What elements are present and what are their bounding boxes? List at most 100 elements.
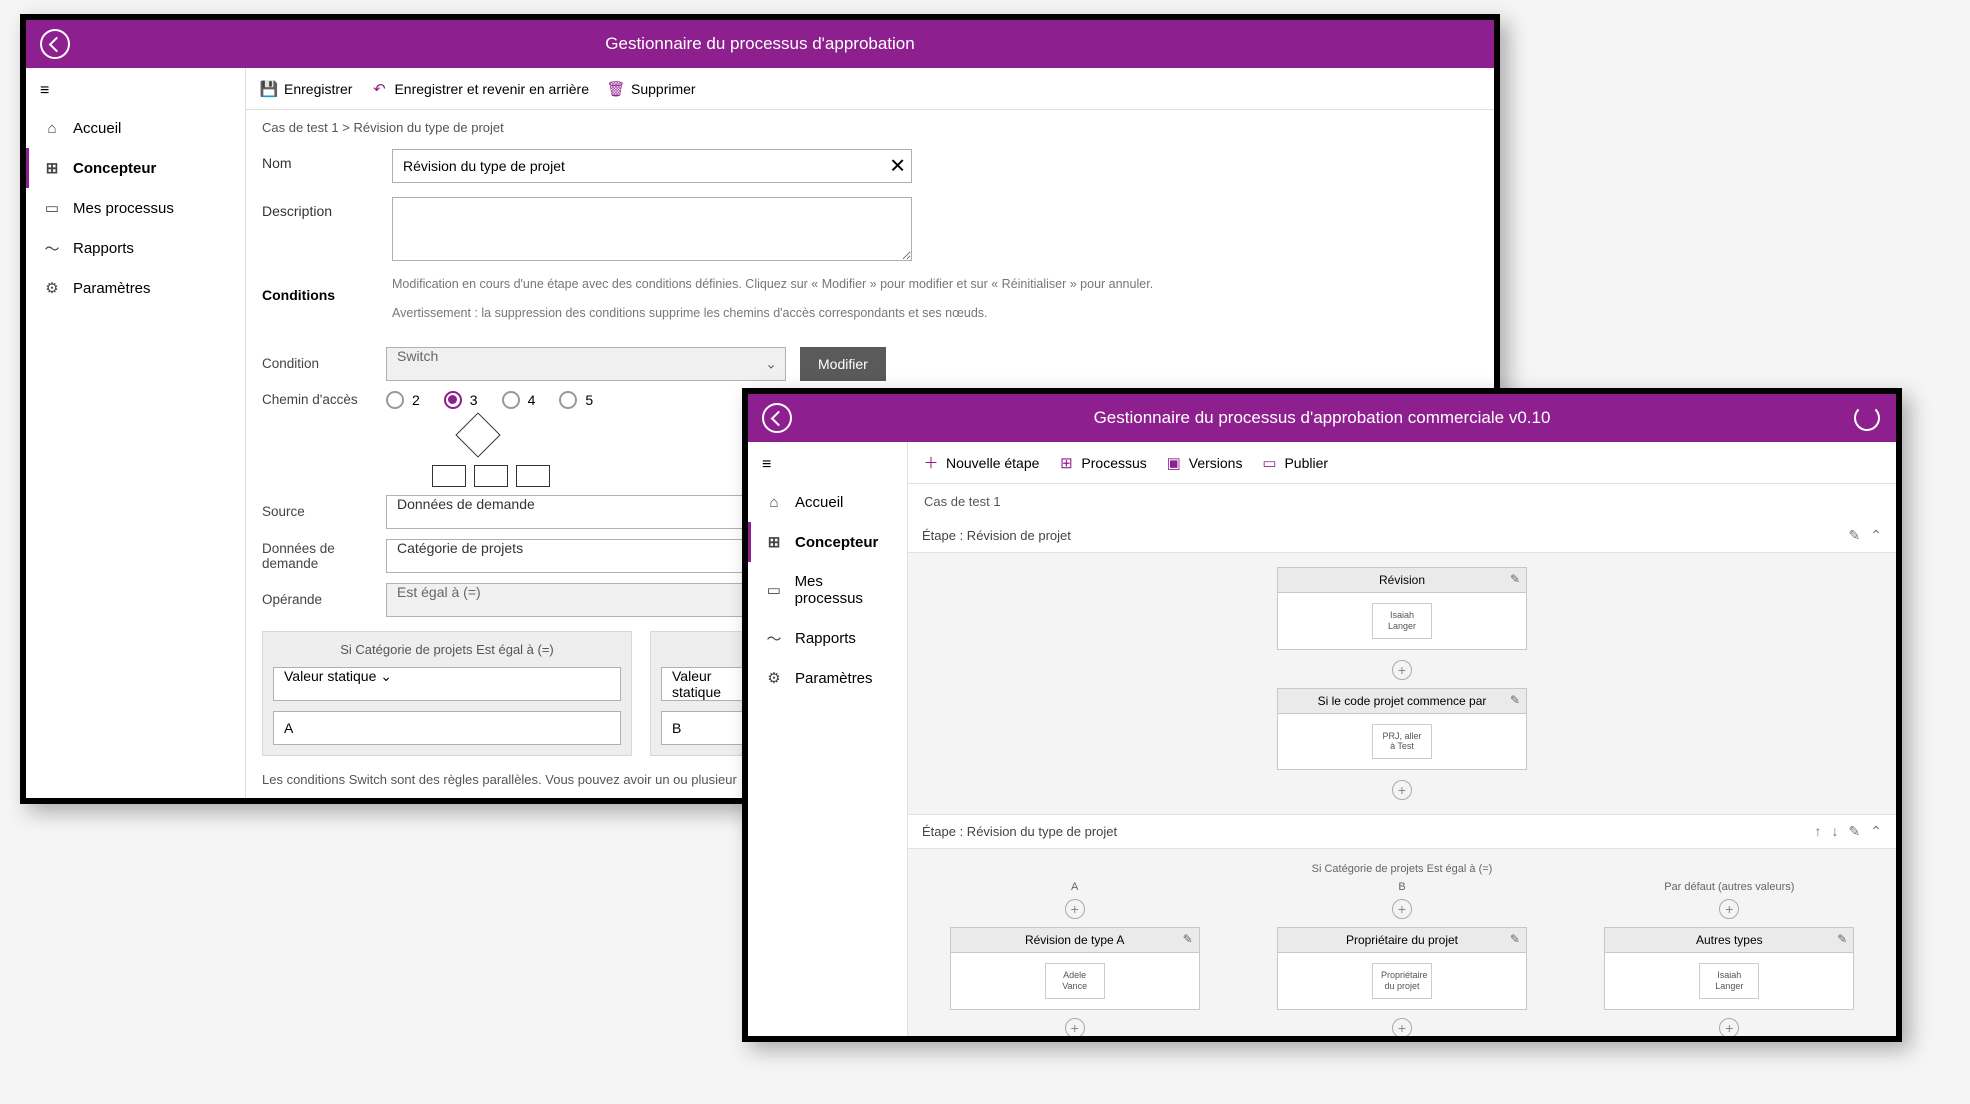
add-node-button[interactable]: + bbox=[1719, 1018, 1739, 1036]
save-icon: 💾 bbox=[260, 80, 278, 98]
modify-button[interactable]: Modifier bbox=[800, 347, 886, 381]
clear-icon[interactable]: ✕ bbox=[889, 154, 906, 179]
add-node-button[interactable]: + bbox=[1392, 1018, 1412, 1036]
move-up-icon[interactable] bbox=[1815, 823, 1822, 840]
sidebar-label: Concepteur bbox=[73, 160, 156, 177]
approval-node[interactable]: Propriétaire du projet Propriétaire du p… bbox=[1277, 927, 1527, 1010]
approver-chip: Adele Vance bbox=[1045, 963, 1105, 999]
chevron-down-icon: ⌄ bbox=[380, 668, 392, 684]
titlebar: Gestionnaire du processus d'approbation … bbox=[748, 394, 1896, 442]
gear-icon: ⚙ bbox=[43, 279, 61, 297]
desc-input[interactable] bbox=[392, 197, 912, 261]
process-button[interactable]: ⊞ Processus bbox=[1057, 454, 1146, 472]
reqdata-label: Données de demande bbox=[262, 541, 372, 571]
sidebar-item-home[interactable]: ⌂ Accueil bbox=[748, 482, 907, 522]
collapse-icon[interactable] bbox=[1870, 527, 1882, 544]
value-type-select[interactable]: Valeur statique ⌄ bbox=[273, 667, 621, 701]
value-input[interactable] bbox=[273, 711, 621, 745]
add-node-button[interactable]: + bbox=[1392, 899, 1412, 919]
sidebar-item-processes[interactable]: ▭ Mes processus bbox=[748, 562, 907, 618]
publish-button[interactable]: ▭ Publier bbox=[1260, 454, 1328, 472]
approval-node[interactable]: Autres types Isaiah Langer bbox=[1604, 927, 1854, 1010]
approval-node[interactable]: Révision de type A Adele Vance bbox=[950, 927, 1200, 1010]
sidebar-item-settings[interactable]: ⚙ Paramètres bbox=[748, 658, 907, 698]
back-button[interactable] bbox=[40, 29, 70, 59]
collapse-icon[interactable] bbox=[1870, 823, 1882, 840]
sidebar-label: Mes processus bbox=[73, 200, 174, 217]
add-node-button[interactable]: + bbox=[1392, 660, 1412, 680]
body: ≡ ⌂ Accueil ⊞ Concepteur ▭ Mes processus… bbox=[748, 442, 1896, 1036]
name-input[interactable] bbox=[392, 149, 912, 183]
sidebar-item-processes[interactable]: ▭ Mes processus bbox=[26, 188, 245, 228]
sidebar-item-designer[interactable]: ⊞ Concepteur bbox=[26, 148, 245, 188]
edit-icon[interactable] bbox=[1849, 823, 1861, 840]
add-node-button[interactable]: + bbox=[1719, 899, 1739, 919]
back-button[interactable] bbox=[762, 403, 792, 433]
save-button[interactable]: 💾 Enregistrer bbox=[260, 80, 352, 98]
designer-icon: ⊞ bbox=[43, 159, 61, 177]
name-row: Nom ✕ bbox=[262, 149, 1478, 183]
back-icon: ↶ bbox=[370, 80, 388, 98]
grid-icon: ⊞ bbox=[1057, 454, 1075, 472]
publish-icon: ▭ bbox=[1260, 454, 1278, 472]
titlebar: Gestionnaire du processus d'approbation bbox=[26, 20, 1494, 68]
path-radio-2[interactable]: 2 bbox=[386, 391, 420, 409]
add-node-button[interactable]: + bbox=[1065, 1018, 1085, 1036]
split-caption: Si Catégorie de projets Est égal à (=) bbox=[926, 863, 1878, 875]
sidebar-item-reports[interactable]: 〜 Rapports bbox=[748, 618, 907, 658]
sidebar-item-designer[interactable]: ⊞ Concepteur bbox=[748, 522, 907, 562]
cmd-label: Processus bbox=[1081, 455, 1146, 471]
sidebar-item-settings[interactable]: ⚙ Paramètres bbox=[26, 268, 245, 308]
box-icon bbox=[516, 465, 550, 487]
condition-row: Condition Switch ⌄ Modifier bbox=[262, 347, 1478, 381]
versions-button[interactable]: ▣ Versions bbox=[1165, 454, 1243, 472]
edit-icon[interactable] bbox=[1510, 932, 1520, 946]
sidebar-label: Rapports bbox=[73, 240, 134, 257]
stage-body: Si Catégorie de projets Est égal à (=) A… bbox=[908, 849, 1896, 1036]
add-node-button[interactable]: + bbox=[1392, 780, 1412, 800]
canvas: Étape : Révision de projet Révision Isai… bbox=[908, 519, 1896, 1036]
value-input[interactable] bbox=[661, 711, 749, 745]
path-radio-5[interactable]: 5 bbox=[559, 391, 593, 409]
sidebar-item-home[interactable]: ⌂ Accueil bbox=[26, 108, 245, 148]
condition-node[interactable]: Si le code projet commence par PRJ, alle… bbox=[1277, 688, 1527, 771]
window-designer: Gestionnaire du processus d'approbation … bbox=[742, 388, 1902, 1042]
operand-label: Opérande bbox=[262, 592, 372, 607]
designer-icon: ⊞ bbox=[765, 533, 783, 551]
cmd-label: Versions bbox=[1189, 455, 1243, 471]
node-title: Révision de type A bbox=[1025, 933, 1124, 947]
condition-select[interactable]: Switch ⌄ bbox=[386, 347, 786, 381]
add-node-button[interactable]: + bbox=[1065, 899, 1085, 919]
branch-column: A + Révision de type A Adele Vance + bbox=[926, 881, 1223, 1036]
edit-icon[interactable] bbox=[1183, 932, 1193, 946]
sidebar-item-reports[interactable]: 〜 Rapports bbox=[26, 228, 245, 268]
edit-icon[interactable] bbox=[1849, 527, 1861, 544]
save-back-button[interactable]: ↶ Enregistrer et revenir en arrière bbox=[370, 80, 589, 98]
hamburger-icon[interactable]: ≡ bbox=[26, 74, 245, 108]
app-title: Gestionnaire du processus d'approbation … bbox=[1094, 408, 1551, 428]
process-icon: ▭ bbox=[43, 199, 61, 217]
command-bar: ＋ Nouvelle étape ⊞ Processus ▣ Versions … bbox=[908, 442, 1896, 484]
breadcrumb-parent[interactable]: Cas de test 1 bbox=[262, 120, 339, 135]
path-radio-4[interactable]: 4 bbox=[502, 391, 536, 409]
cmd-label: Publier bbox=[1284, 455, 1328, 471]
edit-icon[interactable] bbox=[1510, 693, 1520, 707]
approval-node[interactable]: Révision Isaiah Langer bbox=[1277, 567, 1527, 650]
help-text-2: Avertissement : la suppression des condi… bbox=[392, 304, 1478, 323]
approver-chip: Propriétaire du projet bbox=[1372, 963, 1432, 999]
breadcrumb-current: Révision du type de projet bbox=[353, 120, 503, 135]
sidebar: ≡ ⌂ Accueil ⊞ Concepteur ▭ Mes processus… bbox=[26, 68, 246, 798]
delete-button[interactable]: 🗑 Supprimer bbox=[607, 80, 696, 98]
path-radio-3[interactable]: 3 bbox=[444, 391, 478, 409]
cmd-label: Supprimer bbox=[631, 81, 696, 97]
move-down-icon[interactable] bbox=[1832, 823, 1839, 840]
edit-icon[interactable] bbox=[1837, 932, 1847, 946]
new-stage-button[interactable]: ＋ Nouvelle étape bbox=[922, 452, 1039, 473]
value-type-select[interactable]: Valeur statique bbox=[661, 667, 749, 701]
branch-label: A bbox=[926, 881, 1223, 893]
desc-label: Description bbox=[262, 197, 372, 219]
sidebar-label: Paramètres bbox=[795, 670, 873, 687]
versions-icon: ▣ bbox=[1165, 454, 1183, 472]
edit-icon[interactable] bbox=[1510, 572, 1520, 586]
hamburger-icon[interactable]: ≡ bbox=[748, 448, 907, 482]
